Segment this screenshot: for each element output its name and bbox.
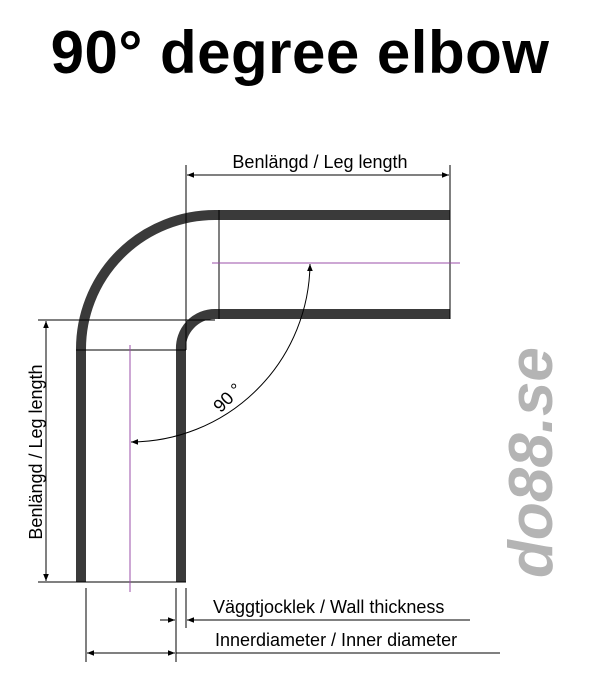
top-leg-dimension [185, 165, 451, 350]
angle-arc [130, 263, 313, 445]
angle-label: 90 ° [209, 379, 246, 416]
centerlines [129, 262, 460, 592]
leg-length-label-left: Benlängd / Leg length [26, 364, 46, 539]
inner-wall [175, 308, 450, 582]
construction-lines [76, 210, 451, 583]
left-leg-dimension [38, 319, 215, 583]
pipe-body [75, 210, 450, 582]
diagram-title: 90° degree elbow [50, 19, 550, 86]
logo-text: do88.se [497, 347, 566, 578]
wall-thickness-dimension [160, 588, 470, 662]
wall-thickness-label: Väggtjocklek / Wall thickness [213, 597, 444, 617]
do88-logo: do88.se [497, 347, 566, 578]
inner-diameter-label: Innerdiameter / Inner diameter [215, 630, 457, 650]
inner-diameter-dimension [85, 588, 500, 662]
outer-wall [75, 210, 450, 582]
leg-length-label-top: Benlängd / Leg length [232, 152, 407, 172]
